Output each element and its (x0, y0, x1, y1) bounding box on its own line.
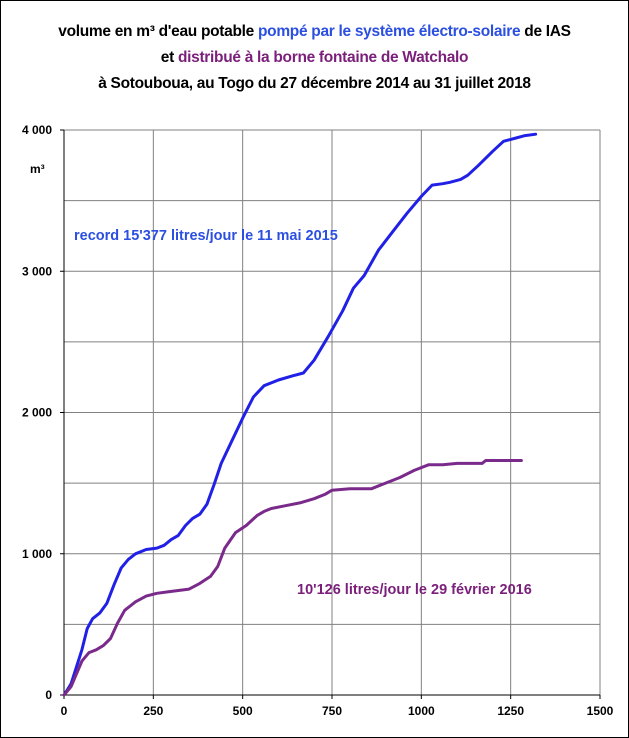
tick-labels: 0 1 000 2 000 3 000 4 000 0 250 500 750 1000 1250 1… (22, 123, 614, 718)
grid-lines (64, 129, 601, 695)
x-tick-label: 750 (322, 704, 342, 718)
title-part-volume: volume en m³ d'eau potable (58, 23, 258, 40)
x-tick-label: 1500 (587, 704, 614, 718)
chart-title-line-2: et distribué à la borne fontaine de Watc… (0, 49, 629, 67)
annotation-record-pumped: record 15'377 litres/jour le 11 mai 2015 (74, 228, 338, 244)
annotation-record-distributed: 10'126 litres/jour le 29 février 2016 (297, 582, 532, 598)
title-part-distributed: distribué à la borne fontaine de Watchal… (177, 49, 469, 66)
y-axis-label: m³ (30, 162, 45, 176)
chart-title-line-1: volume en m³ d'eau potable pompé par le … (0, 23, 629, 41)
x-tick-label: 1250 (497, 704, 524, 718)
title-part-pumped: pompé par le système électro-solaire (257, 23, 521, 40)
title-part-et: et (160, 49, 178, 66)
y-tick-label: 3 000 (22, 264, 52, 278)
series-line-distributed (62, 459, 523, 697)
x-tick-label: 500 (233, 704, 253, 718)
series-lines (62, 132, 538, 697)
title-part-ias: de IAS (520, 23, 571, 40)
x-tick-label: 0 (61, 704, 68, 718)
y-tick-label: 1 000 (22, 547, 52, 561)
x-tick-label: 250 (143, 704, 163, 718)
y-tick-label: 0 (45, 688, 52, 702)
x-tick-label: 1000 (408, 704, 435, 718)
chart-title-line-3: à Sotouboua, au Togo du 27 décembre 2014… (98, 75, 531, 92)
series-line-pumped (62, 132, 538, 697)
axes (60, 129, 601, 699)
y-tick-label: 4 000 (22, 123, 52, 137)
y-tick-label: 2 000 (22, 406, 52, 420)
